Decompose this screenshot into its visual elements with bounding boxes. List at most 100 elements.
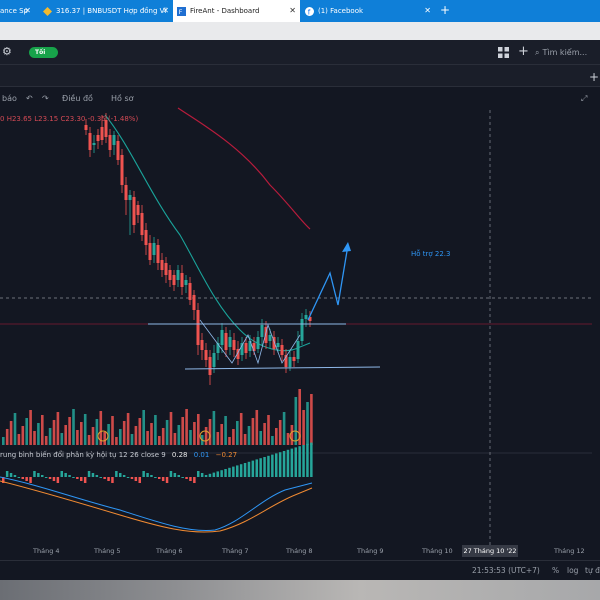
browser-tab[interactable]: ance Sp ✕ bbox=[0, 0, 35, 22]
price-chart[interactable] bbox=[0, 105, 592, 545]
macd-bar bbox=[111, 477, 114, 483]
volume-bar bbox=[21, 426, 25, 445]
macd-bar bbox=[130, 477, 134, 479]
theme-toggle[interactable]: Tối bbox=[29, 47, 58, 58]
candle-body bbox=[92, 143, 96, 145]
volume-bar bbox=[107, 424, 110, 445]
candle-body bbox=[108, 135, 112, 150]
add-widget-button[interactable]: + bbox=[589, 70, 600, 84]
new-tab-button[interactable]: + bbox=[440, 3, 451, 17]
macd-bar bbox=[259, 458, 262, 477]
candle-body bbox=[140, 213, 144, 235]
macd-bar bbox=[83, 477, 87, 483]
macd-bar bbox=[44, 477, 48, 478]
macd-bar bbox=[275, 453, 278, 477]
macd-bar bbox=[177, 475, 180, 477]
chart-toolbar bbox=[0, 88, 600, 110]
macd-bar bbox=[134, 477, 138, 481]
event-marker bbox=[97, 430, 109, 442]
candle-body bbox=[204, 350, 208, 360]
browser-tab[interactable]: 316.37 | BNBUSDT Hợp đồng Vĩ ✕ bbox=[43, 0, 173, 22]
percent-toggle[interactable]: % bbox=[552, 566, 560, 575]
candle-body bbox=[112, 135, 116, 145]
volume-bar bbox=[228, 437, 231, 445]
support-annotation[interactable]: Hỗ trợ 22.3 bbox=[411, 250, 451, 258]
fullscreen-icon[interactable]: ⤢ bbox=[581, 94, 588, 103]
x-axis-label: Tháng 9 bbox=[357, 547, 384, 555]
macd-bar bbox=[267, 455, 270, 477]
profile-button[interactable]: Hồ sơ bbox=[111, 94, 134, 103]
candle-body bbox=[248, 341, 252, 351]
sub-header bbox=[0, 65, 600, 87]
candle-body bbox=[84, 125, 88, 130]
volume-bar bbox=[134, 426, 138, 445]
app-header bbox=[0, 40, 600, 65]
indicator-button[interactable]: Điều đồ bbox=[62, 94, 93, 103]
binance-icon bbox=[43, 6, 52, 16]
candle-body bbox=[292, 357, 296, 361]
address-bar[interactable] bbox=[0, 22, 600, 40]
close-icon[interactable]: ✕ bbox=[289, 6, 296, 15]
candle-body bbox=[280, 345, 284, 355]
volume-bar bbox=[255, 410, 259, 445]
support-line bbox=[184, 366, 381, 370]
event-marker bbox=[199, 430, 211, 442]
macd-bar bbox=[72, 477, 75, 478]
ohlc-legend: 0 H23.65 L23.15 C23.30 -0.35 (-1.48%) bbox=[0, 115, 138, 123]
x-axis-label: Tháng 10 bbox=[422, 547, 453, 555]
macd-bar bbox=[115, 471, 118, 477]
volume-bar bbox=[44, 436, 48, 445]
volume-bar bbox=[302, 410, 305, 445]
macd-line bbox=[0, 476, 313, 532]
macd-bar bbox=[263, 457, 266, 477]
macd-bar bbox=[107, 477, 110, 481]
close-icon[interactable]: ✕ bbox=[24, 6, 31, 15]
auto-toggle[interactable]: tự đ bbox=[585, 566, 600, 575]
browser-tab[interactable]: f (1) Facebook ✕ bbox=[305, 0, 435, 22]
volume-bar bbox=[13, 413, 17, 445]
add-button[interactable]: + bbox=[518, 44, 529, 59]
legend-open: 0 bbox=[0, 115, 5, 123]
macd-bar bbox=[29, 477, 32, 483]
volume-bar bbox=[52, 420, 56, 445]
volume-bar bbox=[60, 433, 64, 445]
tab-label: (1) Facebook bbox=[318, 7, 364, 15]
volume-bar bbox=[169, 412, 173, 445]
close-icon[interactable]: ✕ bbox=[162, 6, 169, 15]
grid-icon[interactable] bbox=[498, 47, 509, 58]
redo-icon[interactable]: ↷ bbox=[42, 94, 49, 103]
volume-bar bbox=[76, 430, 79, 445]
macd-bar bbox=[185, 477, 188, 479]
volume-bar bbox=[72, 409, 75, 445]
macd-bar bbox=[158, 477, 161, 479]
search-input[interactable]: ⌕ Tìm kiếm... bbox=[535, 45, 600, 60]
volume-bar bbox=[177, 425, 181, 445]
macd-value: 0.28 bbox=[171, 451, 188, 459]
log-toggle[interactable]: log bbox=[567, 566, 579, 575]
macd-bar bbox=[173, 473, 177, 477]
undo-icon[interactable]: ↶ bbox=[26, 94, 33, 103]
alert-button[interactable]: báo bbox=[2, 94, 17, 103]
facebook-icon: f bbox=[305, 6, 314, 16]
volume-bar bbox=[68, 417, 71, 445]
ma-fast-line bbox=[104, 114, 311, 352]
volume-bar bbox=[80, 422, 83, 445]
candle-body bbox=[304, 315, 308, 319]
macd-bar bbox=[193, 477, 196, 483]
gear-icon[interactable]: ⚙ bbox=[2, 45, 12, 58]
candle-body bbox=[104, 120, 108, 137]
macd-bar bbox=[5, 471, 9, 477]
close-icon[interactable]: ✕ bbox=[424, 6, 431, 15]
event-marker bbox=[289, 430, 301, 442]
volume-bar bbox=[99, 411, 103, 445]
browser-tab-active[interactable]: F FireAnt - Dashboard ✕ bbox=[173, 0, 300, 22]
volume-bar bbox=[236, 421, 239, 445]
macd-bar bbox=[255, 459, 258, 477]
macd-bar bbox=[17, 477, 21, 478]
macd-bar bbox=[103, 477, 106, 479]
candle-body bbox=[272, 337, 276, 349]
macd-legend: rung bình biến đổi phân kỳ hội tụ 12 26 … bbox=[0, 451, 237, 459]
volume-bar bbox=[130, 434, 134, 445]
legend-close: C23.30 bbox=[60, 115, 86, 123]
macd-bar bbox=[200, 473, 204, 477]
